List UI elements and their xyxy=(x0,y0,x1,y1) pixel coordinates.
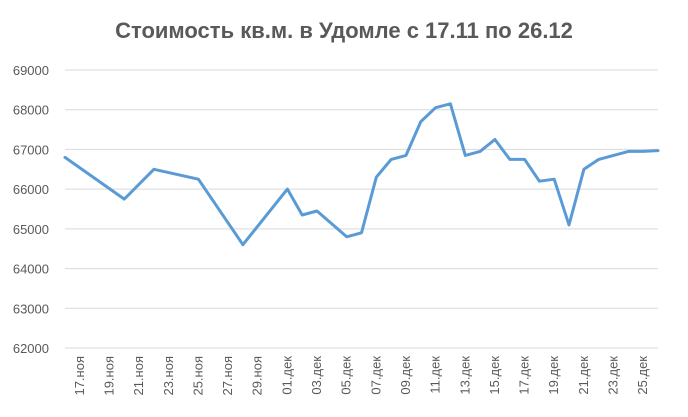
x-tick-label: 27.ноя xyxy=(220,356,235,396)
x-tick-label: 03.дек xyxy=(309,356,324,395)
x-tick-label: 19.дек xyxy=(546,356,561,395)
x-tick-label: 25.дек xyxy=(635,356,650,395)
y-tick-label: 69000 xyxy=(13,63,49,78)
x-tick-label: 19.ноя xyxy=(101,356,116,396)
x-tick-label: 13.дек xyxy=(457,356,472,395)
y-tick-label: 64000 xyxy=(13,262,49,277)
y-tick-label: 67000 xyxy=(13,142,49,157)
x-axis-ticks: 17.ноя 19.ноя 21.ноя 23.ноя 25.ноя 27.ноя 29.н… xyxy=(72,356,650,396)
x-tick-label: 07.дек xyxy=(368,356,383,395)
x-tick-label: 17.ноя xyxy=(72,356,87,396)
x-tick-label: 17.дек xyxy=(517,356,532,395)
series-layer xyxy=(63,102,660,247)
x-tick-label: 01.дек xyxy=(279,356,294,395)
y-tick-label: 62000 xyxy=(13,341,49,356)
x-tick-label: 05.дек xyxy=(339,356,354,395)
y-tick-label: 68000 xyxy=(13,103,49,118)
x-tick-label: 29.ноя xyxy=(250,356,265,396)
y-tick-label: 65000 xyxy=(13,222,49,237)
x-tick-label: 23.ноя xyxy=(161,356,176,396)
x-tick-label: 25.ноя xyxy=(190,356,205,396)
chart-title: Стоимость кв.м. в Удомле с 17.11 по 26.1… xyxy=(115,18,573,43)
y-tick-label: 66000 xyxy=(13,182,49,197)
x-tick-label: 15.дек xyxy=(487,356,502,395)
y-axis-ticks: 62000 63000 64000 65000 66000 67000 68000 69000 xyxy=(13,63,49,356)
y-tick-label: 63000 xyxy=(13,301,49,316)
x-tick-label: 11.дек xyxy=(428,356,443,394)
x-tick-label: 21.дек xyxy=(576,356,591,395)
x-tick-label: 09.дек xyxy=(398,356,413,395)
grid-layer xyxy=(65,69,658,349)
series-line xyxy=(63,102,660,247)
x-tick-label: 21.ноя xyxy=(131,356,146,396)
x-tick-label: 23.дек xyxy=(606,356,621,395)
